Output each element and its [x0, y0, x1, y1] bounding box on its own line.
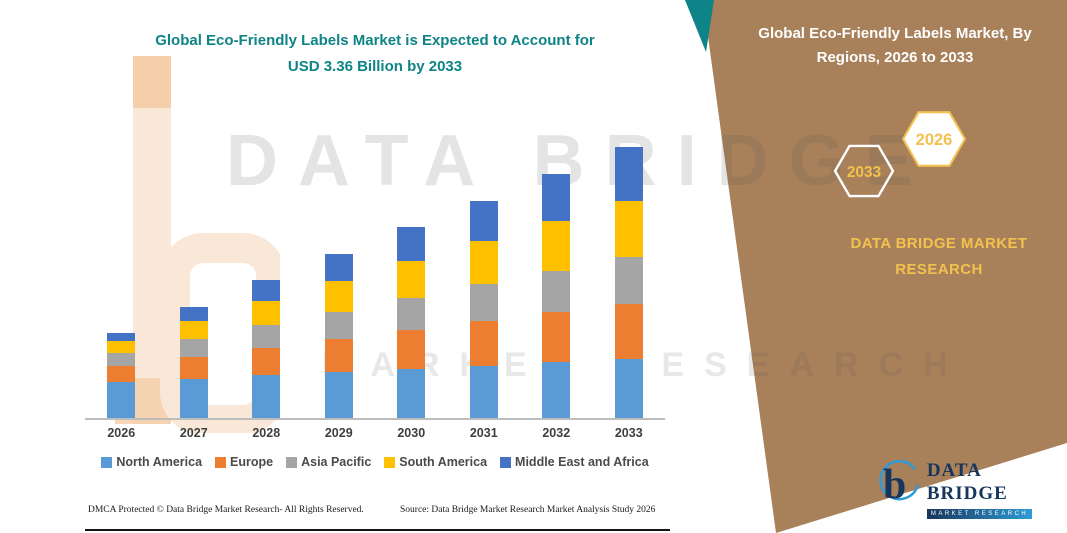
- legend-label: Middle East and Africa: [515, 455, 649, 469]
- brand-text-line1: DATA BRIDGE MARKET: [850, 235, 1028, 252]
- legend-swatch: [286, 456, 298, 468]
- bar-segment-asia-pacific: [179, 339, 208, 357]
- bar-segment-europe: [324, 339, 353, 373]
- source-note: Source: Data Bridge Market Research Mark…: [400, 505, 656, 515]
- bar-segment-asia-pacific: [324, 311, 353, 340]
- hexagon-2026-badge: 2026: [901, 111, 967, 167]
- bar-segment-south-america: [614, 200, 643, 257]
- x-axis-label: 2027: [179, 426, 208, 440]
- x-axis-label: 2029: [324, 426, 353, 440]
- x-axis-labels: 2026 2027 2028 2029 2030 2031 2032 2033: [85, 426, 665, 440]
- x-axis-label: 2032: [542, 426, 571, 440]
- legend-item: North America: [101, 455, 202, 469]
- hexagon-2033-badge: 2033: [833, 144, 895, 198]
- bar-segment-north-america: [324, 372, 353, 418]
- x-axis-label: 2031: [469, 426, 498, 440]
- legend-label: Asia Pacific: [301, 455, 372, 469]
- hexagon-2026-label: 2026: [916, 131, 953, 149]
- bar-segment-asia-pacific: [252, 325, 281, 348]
- legend-swatch: [500, 456, 512, 468]
- dmca-notice: DMCA Protected © Data Bridge Market Rese…: [88, 505, 364, 515]
- x-axis-label: 2028: [252, 426, 281, 440]
- legend-swatch: [101, 456, 113, 468]
- bar-segment-north-america: [542, 362, 571, 418]
- bar-segment-europe: [614, 303, 643, 360]
- bar-segment-south-america: [542, 220, 571, 271]
- bar-segment-south-america: [179, 321, 208, 340]
- bar-segment-south-america: [469, 240, 498, 285]
- bottom-divider: [85, 529, 670, 531]
- bar-segment-europe: [542, 312, 571, 363]
- data-bridge-logo: b DATA BRIDGE MARKET RESEARCH: [874, 460, 1067, 519]
- chart-plot: [85, 128, 665, 420]
- hexagon-2033-label: 2033: [847, 164, 882, 181]
- legend-item: Europe: [215, 455, 273, 469]
- bar-segment-north-america: [107, 381, 136, 418]
- bar-segment-europe: [469, 321, 498, 366]
- brown-panel-shape: [703, 0, 1067, 533]
- bar-segment-europe: [397, 330, 426, 369]
- stacked-bar-chart: 2026 2027 2028 2029 2030 2031 2032 2033 North A…: [85, 128, 665, 469]
- bar-segment-asia-pacific: [614, 256, 643, 304]
- bar-segment-north-america: [614, 359, 643, 418]
- bar-segment-north-america: [179, 378, 208, 418]
- legend-item: South America: [384, 455, 487, 469]
- brand-text-line2: RESEARCH: [895, 261, 983, 279]
- bar-segment-middle-east-and-africa: [252, 280, 281, 302]
- bar-segment-north-america: [397, 368, 426, 418]
- legend-label: South America: [399, 455, 488, 469]
- bar-segment-middle-east-and-africa: [469, 200, 498, 241]
- logo-b-glyph: b: [883, 462, 906, 506]
- chart-legend: North America Europe Asia Pacific South Ame…: [85, 455, 665, 469]
- bar-segment-europe: [179, 356, 208, 379]
- chart-title: Global Eco-Friendly Labels Market is Exp…: [85, 28, 665, 81]
- panel-heading: Global Eco-Friendly Labels Market, By Re…: [758, 25, 1032, 66]
- legend-swatch: [384, 456, 396, 468]
- bar-segment-south-america: [252, 301, 281, 326]
- hexagon-2026-shape: [901, 111, 967, 167]
- teal-accent-shape: [685, 0, 714, 52]
- legend-label: Europe: [230, 455, 274, 469]
- bar-segment-middle-east-and-africa: [179, 306, 208, 322]
- legend-item: Asia Pacific: [286, 455, 371, 469]
- legend-swatch: [215, 456, 227, 468]
- brand-text: DATA BRIDGE MARKET RESEARCH: [828, 231, 1050, 284]
- legend-item: Middle East and Africa: [500, 455, 649, 469]
- logo-swoosh: [879, 460, 920, 501]
- bar-segment-middle-east-and-africa: [614, 147, 643, 201]
- x-axis-label: 2033: [614, 426, 643, 440]
- bar-segment-south-america: [107, 341, 136, 353]
- bar-segment-middle-east-and-africa: [542, 173, 571, 221]
- bar-segment-north-america: [469, 365, 498, 418]
- bar-segment-middle-east-and-africa: [397, 227, 426, 261]
- x-axis-label: 2030: [397, 426, 426, 440]
- bar-segment-middle-east-and-africa: [324, 253, 353, 282]
- chart-title-line1: Global Eco-Friendly Labels Market is Exp…: [155, 32, 595, 49]
- logo-tagline: MARKET RESEARCH: [926, 508, 1033, 519]
- bar-segment-middle-east-and-africa: [107, 333, 136, 342]
- bar-segment-south-america: [324, 281, 353, 312]
- bar-segment-asia-pacific: [469, 284, 498, 322]
- logo-text-block: DATA BRIDGE MARKET RESEARCH: [926, 460, 1067, 519]
- legend-label: North America: [116, 455, 203, 469]
- logo-wordmark: DATA BRIDGE: [926, 460, 1008, 504]
- x-axis-label: 2026: [107, 426, 136, 440]
- chart-title-line2: USD 3.36 Billion by 2033: [287, 58, 463, 76]
- bar-segment-south-america: [397, 260, 426, 298]
- bar-segment-europe: [107, 365, 136, 382]
- bar-segment-north-america: [252, 375, 281, 418]
- bar-segment-asia-pacific: [397, 297, 426, 331]
- data-bridge-logo-icon: b: [879, 460, 920, 506]
- hexagon-2033-outline: [833, 144, 895, 198]
- bar-segment-europe: [252, 347, 281, 376]
- bar-segment-asia-pacific: [107, 352, 136, 366]
- bar-segment-asia-pacific: [542, 270, 571, 313]
